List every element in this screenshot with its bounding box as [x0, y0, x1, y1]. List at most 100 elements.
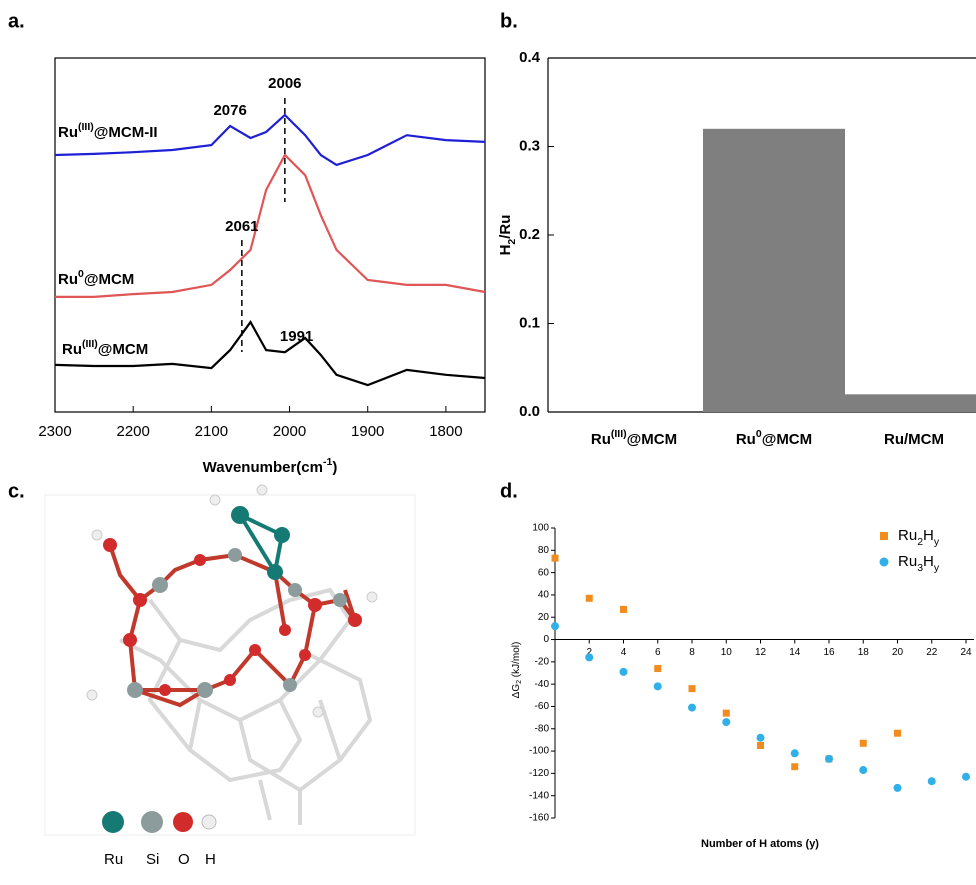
- point: [585, 653, 593, 661]
- molecule-frame: [45, 495, 415, 835]
- x-tick-label: Ru(III)@MCM: [591, 428, 677, 448]
- x-tick-label-part: Ru: [736, 431, 756, 448]
- peak-label: 1991: [280, 328, 313, 345]
- x-tick-label: 2200: [116, 423, 149, 440]
- x-tick-label: 6: [655, 647, 661, 658]
- molecule-illustration: Ru Si O H: [45, 485, 415, 868]
- point: [689, 685, 696, 692]
- x-tick-label: 24: [960, 647, 972, 658]
- x-tick-label: 14: [789, 647, 801, 658]
- plot-frame: [55, 58, 485, 412]
- x-tick-label: 2000: [273, 423, 306, 440]
- y-tick-label: 20: [538, 612, 550, 623]
- legend-atom: [202, 815, 216, 829]
- series-label: Ru0@MCM: [58, 268, 134, 288]
- point: [962, 773, 970, 781]
- legend-label: Si: [146, 851, 159, 868]
- point: [620, 668, 628, 676]
- legend-atom: [141, 811, 163, 833]
- bar: [703, 129, 845, 412]
- series-label-part: (III): [78, 121, 94, 133]
- y-axis-label-part: H: [497, 245, 514, 256]
- point: [688, 704, 696, 712]
- y-axis-label-part: ΔG: [511, 684, 522, 699]
- panel-label: c.: [8, 480, 25, 502]
- series-label-part: (III): [82, 338, 98, 350]
- x-tick-label: Ru0@MCM: [736, 428, 812, 448]
- x-axis-label-part: -1: [323, 456, 332, 468]
- panel-label: d.: [500, 480, 518, 502]
- y-tick-label: 80: [538, 545, 550, 556]
- x-tick-label: 18: [858, 647, 870, 658]
- series-label-part: Ru: [58, 271, 78, 288]
- legend-label-part: H: [923, 527, 934, 544]
- figure: a. b. c. d.: [0, 0, 976, 885]
- legend-label-part: y: [934, 562, 940, 574]
- legend-atom: [102, 811, 124, 833]
- point: [791, 749, 799, 757]
- series-label-part: @MCM-II: [94, 124, 158, 141]
- series-label-part: Ru: [58, 124, 78, 141]
- x-axis-label-part: Wavenumber(cm: [203, 459, 323, 476]
- y-axis-label-part: /Ru: [497, 215, 514, 239]
- point: [723, 710, 730, 717]
- x-tick-label: 2100: [195, 423, 228, 440]
- point: [722, 718, 730, 726]
- point: [620, 606, 627, 613]
- series-label-part: Ru: [62, 341, 82, 358]
- legend-label-part: Ru: [898, 553, 917, 570]
- y-tick-label: 40: [538, 590, 550, 601]
- legend-label: O: [178, 851, 190, 868]
- panel-label: b.: [500, 10, 518, 32]
- x-tick-label: 10: [721, 647, 733, 658]
- x-tick-label: 16: [823, 647, 835, 658]
- legend-label: Ru: [104, 851, 123, 868]
- legend-label-part: y: [934, 536, 940, 548]
- point: [791, 763, 798, 770]
- y-tick-label: -140: [529, 790, 549, 801]
- point: [757, 734, 765, 742]
- x-tick-label: 8: [689, 647, 695, 658]
- y-tick-label: -20: [535, 656, 550, 667]
- x-tick-label-part: @MCM: [627, 431, 677, 448]
- x-tick-label-part: Ru: [591, 431, 611, 448]
- x-tick-label-part: Ru/MCM: [884, 431, 944, 448]
- legend-label-part: Ru: [898, 527, 917, 544]
- peak-label: 2061: [225, 218, 258, 235]
- point: [654, 665, 661, 672]
- point: [860, 740, 867, 747]
- series-label: Ru(III)@MCM-II: [58, 121, 158, 141]
- y-tick-label: 0.1: [519, 314, 540, 331]
- y-tick-label: -100: [529, 746, 549, 757]
- point: [825, 755, 833, 763]
- point: [757, 742, 764, 749]
- x-tick-label-part: @MCM: [762, 431, 812, 448]
- y-axis-label-part: (kJ/mol): [511, 642, 522, 680]
- legend-label: Ru2Hy: [898, 527, 940, 548]
- x-axis-label: Wavenumber(cm-1): [203, 456, 338, 476]
- y-tick-label: -80: [535, 723, 550, 734]
- point: [552, 555, 559, 562]
- page: {"panel_labels": ["a.", "b.", "c.", "d."…: [0, 0, 976, 885]
- point: [551, 622, 559, 630]
- legend-label: H: [205, 851, 216, 868]
- point: [586, 595, 593, 602]
- y-tick-label: 0.3: [519, 137, 540, 154]
- point: [928, 777, 936, 785]
- x-tick-label: 2300: [38, 423, 71, 440]
- y-tick-label: -60: [535, 701, 550, 712]
- x-tick-label: 12: [755, 647, 767, 658]
- y-tick-label: 0.0: [519, 403, 540, 420]
- x-tick-label-part: (III): [611, 428, 627, 440]
- peak-label: 2006: [268, 75, 301, 92]
- series-label-part: @MCM: [84, 271, 134, 288]
- x-tick-label: Ru/MCM: [884, 431, 944, 448]
- point: [894, 784, 902, 792]
- legend-atom: [173, 812, 193, 832]
- y-tick-label: 0.2: [519, 226, 540, 243]
- point: [859, 766, 867, 774]
- x-tick-label: 20: [892, 647, 904, 658]
- x-tick-label: 4: [621, 647, 627, 658]
- x-tick-label: 1900: [351, 423, 384, 440]
- y-axis-label: ΔG2 (kJ/mol): [511, 642, 524, 699]
